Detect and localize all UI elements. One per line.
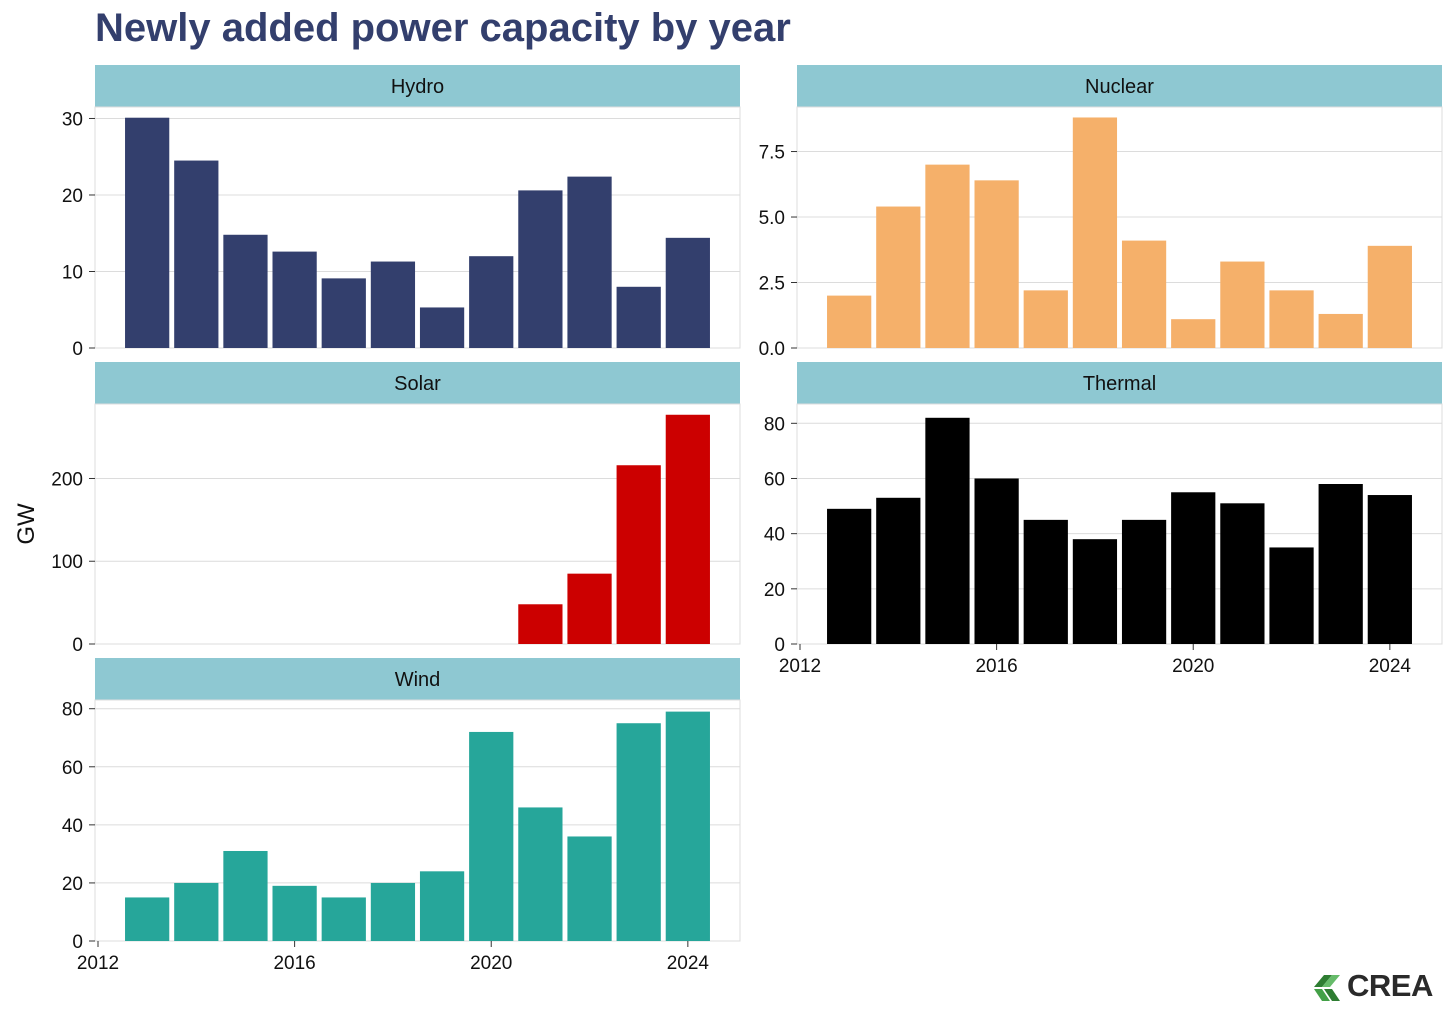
strip-label-wind: Wind (395, 669, 441, 691)
bar-hydro-2019 (419, 307, 465, 348)
y-tick-label: 80 (764, 414, 785, 435)
bar-thermal-2015 (925, 417, 970, 644)
x-tick-label: 2024 (1369, 656, 1412, 677)
bar-nuclear-2021 (1220, 261, 1265, 348)
bar-solar-2024 (665, 414, 710, 644)
bar-wind-2024 (665, 711, 710, 941)
y-tick-label: 30 (62, 109, 83, 130)
bar-hydro-2018 (370, 261, 416, 348)
y-tick-label: 40 (764, 525, 785, 546)
strip-label-thermal: Thermal (1083, 373, 1156, 395)
bar-thermal-2024 (1367, 495, 1412, 644)
chart-title: Newly added power capacity by year (95, 6, 791, 50)
y-tick-label: 20 (62, 186, 83, 207)
bar-thermal-2018 (1072, 539, 1118, 644)
strip-solar (95, 362, 740, 404)
bar-wind-2022 (567, 836, 612, 941)
y-tick-label: 60 (62, 758, 83, 779)
bar-wind-2014 (174, 882, 219, 941)
y-tick-label: 100 (51, 552, 83, 573)
y-tick-label: 10 (62, 262, 83, 283)
bar-thermal-2020 (1171, 492, 1216, 644)
x-tick-label: 2016 (975, 656, 1017, 677)
y-tick-label: 200 (51, 469, 83, 490)
x-tick-label: 2020 (1172, 656, 1214, 677)
bar-wind-2017 (321, 897, 366, 941)
bar-nuclear-2014 (876, 206, 921, 348)
bar-nuclear-2016 (974, 180, 1019, 348)
bar-hydro-2014 (174, 160, 219, 348)
bar-thermal-2017 (1023, 519, 1068, 644)
bar-nuclear-2015 (925, 164, 970, 348)
y-tick-label: 40 (62, 816, 83, 837)
bar-nuclear-2023 (1318, 313, 1363, 348)
bar-wind-2015 (223, 850, 268, 941)
bar-hydro-2024 (665, 237, 710, 348)
bar-hydro-2020 (469, 256, 514, 348)
strip-label-hydro: Hydro (391, 76, 444, 98)
y-tick-label: 2.5 (759, 274, 785, 295)
bar-thermal-2016 (974, 478, 1019, 644)
strip-label-solar: Solar (394, 373, 441, 395)
y-axis-label: GW (13, 503, 40, 545)
x-tick-label: 2024 (667, 953, 710, 974)
bar-nuclear-2019 (1121, 240, 1167, 348)
bar-nuclear-2018 (1072, 117, 1118, 348)
bar-wind-2013 (125, 897, 170, 941)
bar-solar-2021 (518, 604, 563, 644)
y-tick-label: 0 (72, 635, 83, 656)
bar-wind-2020 (469, 731, 514, 941)
strip-thermal (797, 362, 1442, 404)
bar-hydro-2015 (223, 234, 268, 348)
x-tick-label: 2016 (273, 953, 315, 974)
x-tick-label: 2012 (77, 953, 119, 974)
bar-hydro-2021 (518, 190, 563, 348)
y-tick-label: 0 (72, 339, 83, 360)
x-tick-label: 2012 (779, 656, 821, 677)
bar-nuclear-2024 (1367, 245, 1412, 348)
bar-nuclear-2020 (1171, 319, 1216, 348)
bar-hydro-2022 (567, 176, 612, 348)
bar-solar-2022 (567, 573, 612, 644)
bar-thermal-2021 (1220, 503, 1265, 644)
y-tick-label: 20 (764, 580, 785, 601)
bar-wind-2023 (616, 723, 661, 941)
y-tick-label: 7.5 (759, 143, 785, 164)
bar-hydro-2013 (125, 117, 170, 348)
y-tick-label: 0.0 (759, 339, 785, 360)
logo-text: CREA (1347, 968, 1433, 1003)
bar-wind-2019 (419, 871, 465, 941)
bar-nuclear-2022 (1269, 290, 1314, 348)
strip-hydro (95, 65, 740, 107)
y-tick-label: 80 (62, 700, 83, 721)
bar-nuclear-2013 (827, 295, 872, 348)
strip-label-nuclear: Nuclear (1085, 76, 1154, 98)
bar-solar-2023 (616, 465, 661, 644)
bar-wind-2021 (518, 807, 563, 941)
crea-logo-icon (1314, 975, 1340, 1001)
y-tick-label: 0 (72, 932, 83, 953)
bar-thermal-2013 (827, 508, 872, 644)
bar-thermal-2022 (1269, 547, 1314, 644)
bar-wind-2018 (370, 882, 416, 941)
y-tick-label: 60 (764, 469, 785, 490)
y-tick-label: 5.0 (759, 208, 785, 229)
y-tick-label: 20 (62, 874, 83, 895)
bar-hydro-2017 (321, 278, 366, 348)
bar-thermal-2023 (1318, 484, 1363, 644)
bar-hydro-2016 (272, 251, 317, 348)
bar-nuclear-2017 (1023, 290, 1068, 348)
bar-thermal-2019 (1121, 519, 1167, 644)
bar-wind-2016 (272, 885, 317, 941)
strip-wind (95, 658, 740, 700)
strip-nuclear (797, 65, 1442, 107)
bar-hydro-2023 (616, 286, 661, 348)
bar-thermal-2014 (876, 497, 921, 644)
y-tick-label: 0 (774, 635, 785, 656)
x-tick-label: 2020 (470, 953, 512, 974)
